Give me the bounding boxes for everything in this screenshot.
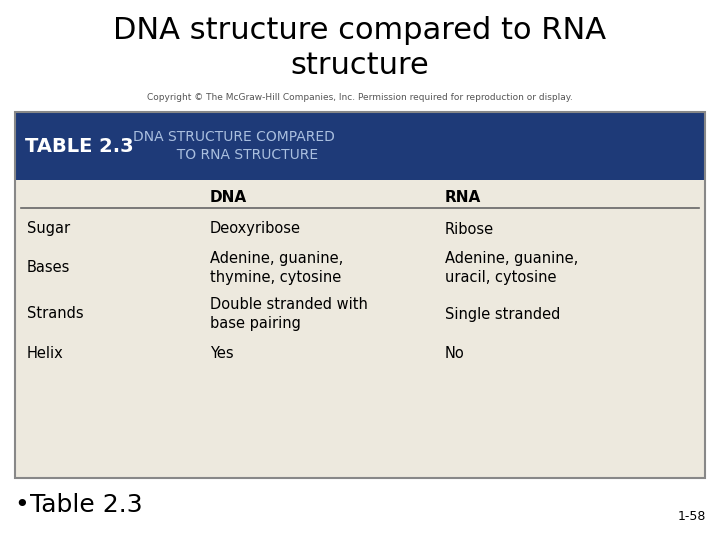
- Text: Bases: Bases: [27, 260, 71, 275]
- Text: Yes: Yes: [210, 346, 233, 361]
- Text: Copyright © The McGraw-Hill Companies, Inc. Permission required for reproduction: Copyright © The McGraw-Hill Companies, I…: [147, 93, 573, 103]
- Text: Single stranded: Single stranded: [445, 307, 560, 321]
- Text: Adenine, guanine,
uracil, cytosine: Adenine, guanine, uracil, cytosine: [445, 251, 578, 286]
- Text: Table 2.3: Table 2.3: [30, 493, 143, 517]
- Text: Double stranded with
base pairing: Double stranded with base pairing: [210, 296, 368, 332]
- Text: DNA structure compared to RNA
structure: DNA structure compared to RNA structure: [114, 16, 606, 80]
- Text: TABLE 2.3: TABLE 2.3: [25, 137, 134, 156]
- Bar: [15, 180, 705, 478]
- Bar: [15, 112, 705, 180]
- Text: Adenine, guanine,
thymine, cytosine: Adenine, guanine, thymine, cytosine: [210, 251, 343, 286]
- Text: No: No: [445, 346, 464, 361]
- Text: DNA STRUCTURE COMPARED
          TO RNA STRUCTURE: DNA STRUCTURE COMPARED TO RNA STRUCTURE: [133, 130, 335, 162]
- Text: Ribose: Ribose: [445, 221, 494, 237]
- Bar: [15, 112, 705, 478]
- Text: 1-58: 1-58: [678, 510, 706, 523]
- Text: RNA: RNA: [445, 191, 481, 206]
- Text: Helix: Helix: [27, 346, 64, 361]
- Text: Deoxyribose: Deoxyribose: [210, 221, 301, 237]
- Text: •: •: [14, 493, 29, 517]
- Text: Strands: Strands: [27, 307, 84, 321]
- Text: Sugar: Sugar: [27, 221, 70, 237]
- Text: DNA: DNA: [210, 191, 247, 206]
